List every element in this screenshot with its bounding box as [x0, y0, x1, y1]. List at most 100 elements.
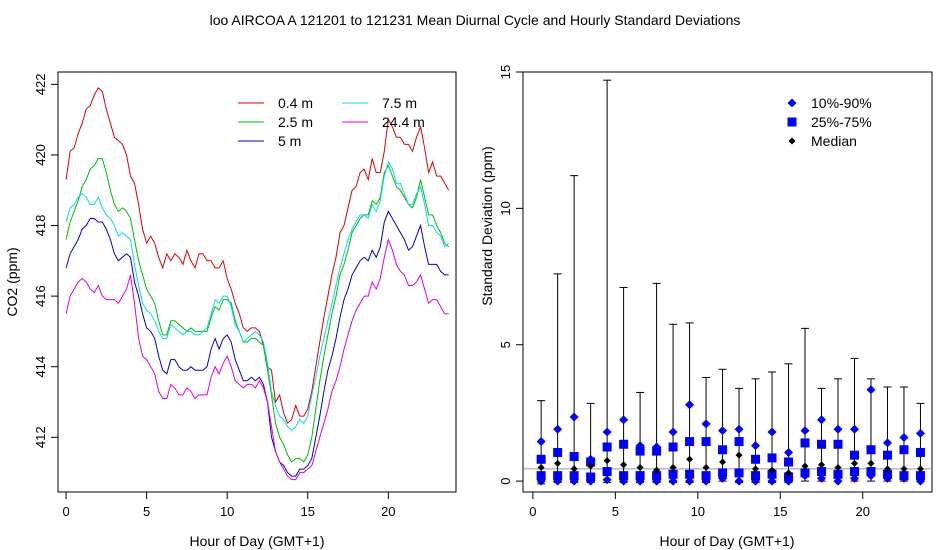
median-marker: [719, 458, 727, 466]
p75-marker: [668, 442, 678, 452]
series-line: [65, 210, 449, 477]
left-y-tick-label: 412: [33, 426, 48, 448]
p90-marker: [668, 427, 678, 437]
legend-label: 25%-75%: [811, 114, 872, 130]
right-x-tick-label: 10: [691, 504, 705, 519]
legend-label: 2.5 m: [278, 114, 313, 130]
legend-label: 0.4 m: [278, 95, 313, 111]
left-axes: 0 5 10 15 20 412 414 416 418 420 422: [33, 74, 396, 519]
left-x-tick-label: 5: [143, 504, 150, 519]
left-series-lines: [65, 87, 450, 481]
p25-marker: [553, 471, 563, 481]
median-marker: [620, 461, 628, 469]
left-x-tick-label: 20: [381, 504, 395, 519]
p25-marker: [586, 472, 596, 482]
left-y-tick-label: 416: [33, 285, 48, 307]
p75-marker: [718, 445, 728, 455]
right-x-tick-label: 5: [612, 504, 619, 519]
legend-label: 10%-90%: [811, 95, 872, 111]
left-plot-frame: [57, 71, 457, 493]
p75-marker: [602, 442, 612, 452]
right-axes: 0 5 10 15 20 0 5 10 15: [498, 65, 870, 519]
diurnal-cycle-panel: 0 5 10 15 20 412 414 416 418 420 422 Hour of Day (…: [4, 71, 457, 549]
p75-marker: [635, 446, 645, 456]
p90-marker: [817, 415, 827, 425]
p25-marker: [767, 469, 777, 479]
right-y-tick-label: 15: [498, 65, 513, 79]
p75-marker: [915, 447, 925, 457]
median-marker: [785, 469, 793, 477]
legend-label: 7.5 m: [382, 95, 417, 111]
median-marker: [587, 462, 595, 470]
legend-swatch-p10-90: [787, 98, 797, 108]
p75-marker: [751, 454, 761, 464]
p75-marker: [569, 452, 579, 462]
right-legend: 10%-90% 25%-75% Median: [811, 95, 872, 149]
left-x-tick-label: 10: [220, 504, 234, 519]
right-x-tick-label: 0: [529, 504, 536, 519]
median-marker: [686, 455, 694, 463]
p75-marker: [882, 450, 892, 460]
right-x-tick-label: 15: [773, 504, 787, 519]
p75-marker: [849, 450, 859, 460]
p90-marker: [536, 437, 546, 447]
left-x-axis-label: Hour of Day (GMT+1): [190, 533, 325, 549]
left-y-tick-label: 420: [33, 144, 48, 166]
right-plot-frame: [522, 71, 933, 493]
median-marker: [653, 466, 661, 474]
p25-marker: [866, 467, 876, 477]
left-x-tick-label: 0: [62, 504, 69, 519]
p25-marker: [751, 471, 761, 481]
median-marker: [818, 461, 826, 469]
p90-marker: [899, 432, 909, 442]
p10-marker: [668, 476, 678, 486]
p10-marker: [817, 473, 827, 483]
p25-marker: [817, 467, 827, 477]
p90-marker: [685, 400, 695, 410]
legend-label: Median: [811, 133, 857, 149]
p90-marker: [734, 424, 744, 434]
series-line: [65, 160, 450, 431]
p75-marker: [536, 454, 546, 464]
series-line: [65, 87, 450, 425]
median-marker: [570, 465, 578, 473]
right-y-axis-label: Standard Deviation (ppm): [479, 146, 495, 306]
p75-marker: [586, 457, 596, 467]
p25-marker: [915, 471, 925, 481]
p90-marker: [882, 438, 892, 448]
p90-marker: [569, 412, 579, 422]
p10-marker: [767, 476, 777, 486]
p90-marker: [800, 426, 810, 436]
p75-marker: [619, 439, 629, 449]
p25-marker: [635, 471, 645, 481]
p10-marker: [734, 476, 744, 486]
median-marker: [702, 463, 710, 471]
median-marker: [752, 465, 760, 473]
p75-marker: [553, 447, 563, 457]
p90-marker: [784, 447, 794, 457]
p25-marker: [569, 471, 579, 481]
p25-marker: [882, 469, 892, 479]
left-y-tick-label: 414: [33, 356, 48, 378]
figure-title: loo AIRCOA A 121201 to 121231 Mean Diurn…: [210, 12, 741, 28]
median-marker: [735, 451, 743, 459]
std-dev-panel: 0 5 10 15 20 0 5 10 15 Hour of Day (GMT+1) Stand…: [479, 65, 933, 549]
right-y-tick-label: 10: [498, 201, 513, 215]
p90-marker: [553, 424, 563, 434]
legend-label: 24.4 m: [382, 114, 425, 130]
p25-marker: [833, 469, 843, 479]
legend-swatch-p25-75: [787, 117, 797, 127]
median-marker: [850, 459, 858, 467]
right-x-axis-label: Hour of Day (GMT+1): [660, 533, 795, 549]
p10-marker: [849, 473, 859, 483]
left-y-axis-label: CO2 (ppm): [4, 247, 20, 316]
p25-marker: [602, 467, 612, 477]
right-series-marks: [523, 79, 932, 486]
p25-marker: [668, 469, 678, 479]
p75-marker: [734, 437, 744, 447]
p75-marker: [800, 438, 810, 448]
median-marker: [636, 463, 644, 471]
p25-marker: [701, 471, 711, 481]
p75-marker: [767, 453, 777, 463]
